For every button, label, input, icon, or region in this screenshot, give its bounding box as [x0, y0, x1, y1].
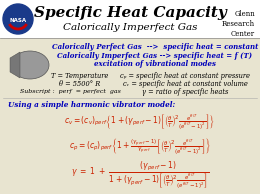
Text: Subscript :  perf  = perfect  gas: Subscript : perf = perfect gas — [20, 89, 120, 94]
Text: Calorically Perfect Gas  -->  specific heat = constant: Calorically Perfect Gas --> specific hea… — [52, 43, 258, 51]
Circle shape — [3, 4, 33, 34]
Text: Using a simple harmonic vibrator model:: Using a simple harmonic vibrator model: — [8, 101, 175, 109]
Text: γ = ratio of specific heats: γ = ratio of specific heats — [142, 88, 228, 96]
Polygon shape — [10, 52, 20, 78]
Text: $c_p = (c_p)_{perf} \left\{ 1 + \frac{(\gamma_{perf}-1)}{\gamma_{perf}}\left[ \l: $c_p = (c_p)_{perf} \left\{ 1 + \frac{(\… — [69, 137, 211, 157]
Ellipse shape — [11, 51, 49, 79]
FancyBboxPatch shape — [0, 0, 260, 38]
Text: Glenn
Research
Center: Glenn Research Center — [222, 10, 255, 38]
Text: cᵥ = specific heat at constant volume: cᵥ = specific heat at constant volume — [123, 80, 247, 88]
Text: Calorically Imperfect Gas: Calorically Imperfect Gas — [63, 23, 197, 31]
Text: cₚ = specific heat at constant pressure: cₚ = specific heat at constant pressure — [120, 72, 250, 80]
Text: Calorically Imperfect Gas --> specific heat = f (T): Calorically Imperfect Gas --> specific h… — [57, 52, 252, 60]
Text: T = Temperature: T = Temperature — [51, 72, 109, 80]
Text: θ = 5500° R: θ = 5500° R — [59, 80, 101, 88]
Text: Specific Heat Capacity: Specific Heat Capacity — [34, 6, 226, 20]
Text: $c_v = (c_v)_{perf} \left\{ 1 + (\gamma_{perf}-1)\left[ \left(\frac{\theta}{T}\r: $c_v = (c_v)_{perf} \left\{ 1 + (\gamma_… — [64, 112, 216, 132]
Text: excitation of vibrational modes: excitation of vibrational modes — [94, 60, 216, 68]
Text: NASA: NASA — [9, 18, 27, 23]
Text: $\gamma \ = \ 1 \ + \ \dfrac{(\gamma_{perf}-1)}{1+(\gamma_{perf}-1)\left[\left(\: $\gamma \ = \ 1 \ + \ \dfrac{(\gamma_{pe… — [71, 159, 209, 191]
